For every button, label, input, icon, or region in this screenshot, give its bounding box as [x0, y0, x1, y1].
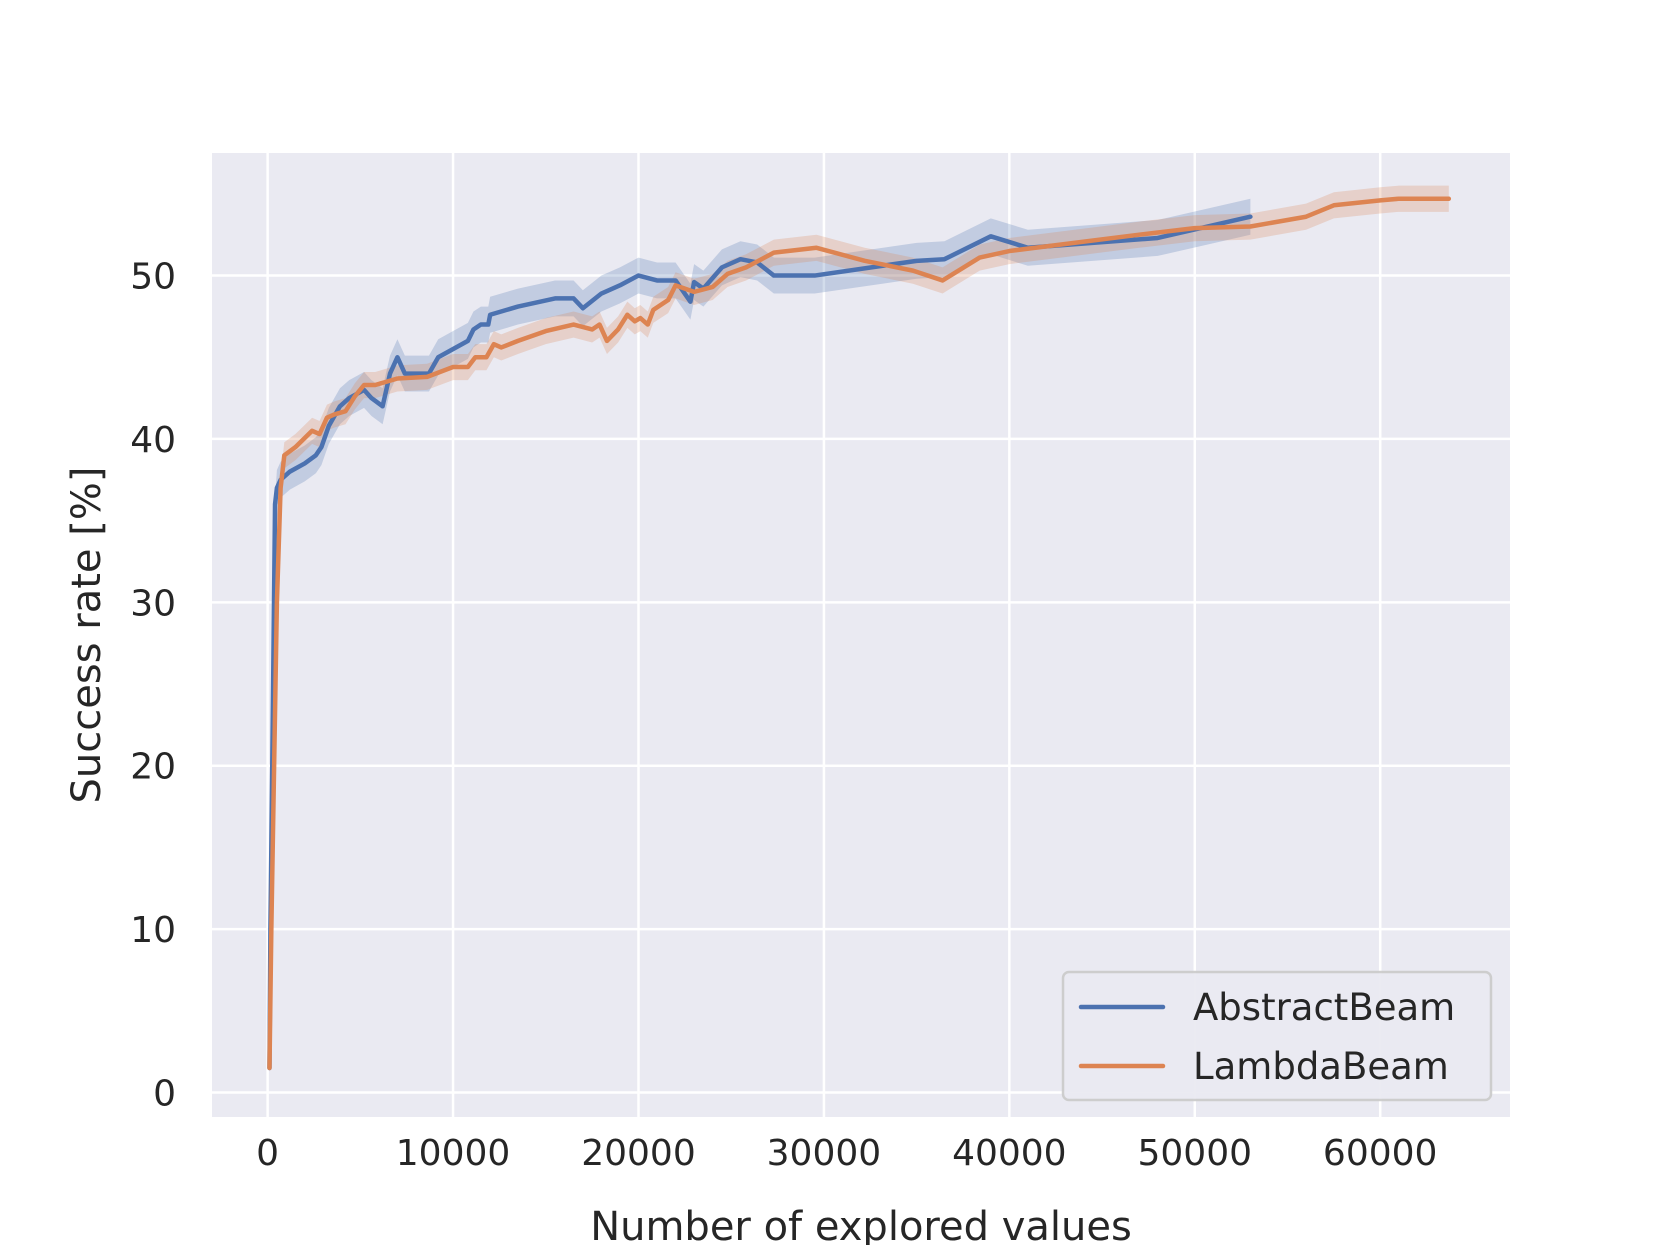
- y-tick-label: 30: [130, 583, 176, 624]
- plot-background: [212, 153, 1510, 1117]
- x-axis-title: Number of explored values: [590, 1204, 1132, 1245]
- x-tick-label: 60000: [1323, 1133, 1438, 1174]
- x-tick-label: 40000: [952, 1133, 1067, 1174]
- series-line-lambdabeam: [267, 196, 1452, 1071]
- y-tick-label: 20: [130, 747, 176, 788]
- legend-label-lambdabeam: LambdaBeam: [1193, 1045, 1449, 1088]
- y-tick-label: 10: [130, 910, 176, 951]
- x-tick-label: 0: [256, 1133, 279, 1174]
- grid-lines: [212, 153, 1510, 1117]
- legend-frame: [1061, 970, 1493, 1102]
- legend: AbstractBeam LambdaBeam: [1061, 970, 1493, 1102]
- y-tick-label: 0: [153, 1073, 176, 1114]
- x-tick-label: 30000: [767, 1133, 882, 1174]
- tick-labels: 0 10000 20000 30000 40000 50000 60000 0 10 20 30 40…: [130, 257, 1437, 1174]
- y-axis-title: Success rate [%]: [64, 467, 110, 804]
- series-lines: [267, 196, 1452, 1071]
- x-tick-label: 20000: [581, 1133, 696, 1174]
- legend-label-abstractbeam: AbstractBeam: [1193, 986, 1455, 1029]
- x-tick-label: 50000: [1138, 1133, 1253, 1174]
- y-tick-label: 40: [130, 420, 176, 461]
- x-tick-label: 10000: [396, 1133, 511, 1174]
- y-tick-label: 50: [130, 257, 176, 298]
